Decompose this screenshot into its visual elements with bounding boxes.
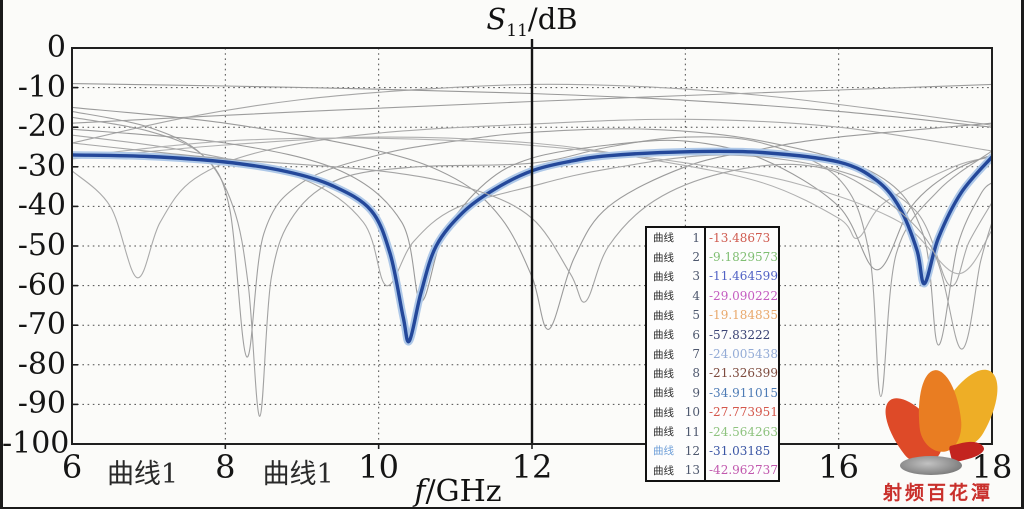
legend-row-value-8: -21.326399 [709, 366, 778, 381]
legend-curve-word: 曲线 [653, 348, 674, 361]
logo-text: 射频百花潭 [882, 483, 993, 504]
legend-row-label-12: 曲线 12 [647, 441, 704, 460]
legend-row-value-13: -42.962737 [709, 463, 778, 478]
legend-curve-number: 9 [692, 385, 700, 400]
x-tick-label-16: 16 [818, 448, 860, 486]
y-tick-label--80: -80 [17, 346, 66, 382]
legend-curve-number: 13 [684, 463, 700, 478]
legend-row-label-11: 曲线 11 [647, 422, 704, 441]
legend-row-label-8: 曲线 8 [647, 364, 704, 383]
x-axis-title-symbol: f [414, 474, 426, 509]
chart-title-subscript: 11 [506, 20, 528, 41]
curve-曲线-6 [72, 106, 992, 330]
legend-curve-number: 6 [692, 327, 700, 342]
annotation-quxian-1: 曲线1 [106, 459, 179, 490]
legend-row-value-9: -34.911015 [709, 385, 778, 400]
x-tick-label-6: 6 [61, 448, 83, 486]
legend-row-value-7: -24.005438 [709, 347, 778, 362]
legend-row-value-4: -29.090222 [709, 288, 778, 303]
y-tick-label--60: -60 [17, 267, 66, 303]
y-tick-label--40: -40 [17, 188, 66, 224]
x-tick-label-8: 8 [215, 448, 236, 486]
legend-value-column: -13.48673 -9.1829573 -11.464599 -29.090222 -… [706, 226, 780, 483]
chart-title-symbol: S [486, 2, 507, 36]
legend-row-value-11: -24.564263 [709, 424, 778, 439]
legend-row-label-10: 曲线 10 [647, 403, 704, 422]
rf-baihuatan-logo: 射频百花潭 [858, 359, 1018, 508]
curve-曲线-8 [72, 110, 992, 358]
legend-row-value-2: -9.1829573 [709, 250, 778, 265]
x-tick-label-12: 12 [511, 448, 553, 486]
curves-group [72, 83, 992, 417]
legend-curve-word: 曲线 [653, 232, 674, 245]
y-tick-label--20: -20 [17, 109, 66, 145]
legend-row-label-7: 曲线 7 [647, 344, 704, 363]
legend-curve-number: 3 [692, 269, 700, 284]
legend-row-value-10: -27.773951 [709, 405, 778, 420]
legend-row-label-6: 曲线 6 [647, 325, 704, 344]
legend-row-label-4: 曲线 4 [647, 286, 704, 305]
annotation-quxian-2: 曲线1 [262, 459, 334, 490]
photo-edge-left [0, 0, 3, 509]
legend-row-label-2: 曲线 2 [647, 247, 704, 266]
legend-row-label-1: 曲线 1 [647, 228, 704, 247]
legend-curve-word: 曲线 [653, 426, 674, 439]
legend-row-value-6: -57.83222 [709, 327, 771, 342]
legend-curve-word: 曲线 [653, 309, 674, 322]
legend-curve-number: 12 [684, 443, 700, 458]
x-tick-label-10: 10 [358, 448, 400, 486]
legend-curve-number: 2 [692, 250, 700, 265]
legend-curve-word: 曲线 [653, 387, 674, 400]
legend-curve-word: 曲线 [653, 367, 674, 380]
legend-curve-word: 曲线 [653, 329, 674, 342]
legend-curve-word: 曲线 [653, 464, 674, 477]
legend-row-value-1: -13.48673 [709, 230, 771, 245]
curve-曲线-5 [72, 118, 992, 279]
legend-curve-number: 4 [692, 288, 700, 303]
y-tick-label--70: -70 [17, 307, 66, 343]
marker-legend: 曲线 1 曲线 2 曲线 3 曲线 4 曲线 5 曲线 6 曲线 7 曲线 8 曲线 9 曲线 10 曲线 11 曲线 12 曲… [645, 226, 780, 483]
legend-row-value-12: -31.03185 [709, 443, 771, 458]
curve-曲线-4 [72, 116, 992, 417]
photo-edge-right [1021, 0, 1024, 509]
y-tick-label--50: -50 [17, 228, 66, 263]
y-tick-label--90: -90 [17, 386, 66, 422]
legend-curve-number: 5 [692, 308, 700, 323]
logo-stone-icon [900, 456, 962, 475]
chart-title: S11/dB [486, 2, 577, 41]
legend-row-value-3: -11.464599 [709, 269, 778, 284]
y-tick-label--100: -100 [2, 426, 70, 461]
legend-row-label-3: 曲线 3 [647, 267, 704, 286]
legend-row-label-5: 曲线 5 [647, 306, 704, 325]
curve-曲线-7 [72, 136, 992, 239]
legend-curve-word: 曲线 [653, 290, 674, 303]
curve-曲线-10 [72, 128, 992, 302]
legend-row-label-9: 曲线 9 [647, 383, 704, 402]
legend-curve-number: 1 [692, 230, 700, 245]
x-axis-title: f/GHz [414, 474, 501, 509]
legend-curve-number: 8 [692, 366, 700, 381]
curve-曲线-13 [72, 142, 992, 350]
legend-row-value-5: -19.184835 [709, 308, 778, 323]
photo-edge-bottom [0, 507, 1024, 509]
y-tick-label--30: -30 [17, 148, 66, 184]
x-tick-label-18: 18 [971, 448, 1013, 486]
legend-curve-word: 曲线 [653, 251, 674, 264]
legend-row-label-13: 曲线 13 [647, 461, 704, 480]
y-tick-label--10: -10 [17, 69, 66, 105]
legend-curve-word: 曲线 [653, 445, 674, 458]
legend-curve-number: 7 [692, 347, 700, 362]
legend-curve-word: 曲线 [653, 270, 674, 283]
x-axis-title-unit: /GHz [425, 474, 502, 509]
legend-curve-word: 曲线 [653, 406, 674, 419]
legend-curve-number: 10 [684, 405, 700, 420]
legend-curve-number: 11 [684, 424, 700, 439]
curve-曲线-12 [72, 149, 992, 344]
legend-label-column: 曲线 1 曲线 2 曲线 3 曲线 4 曲线 5 曲线 6 曲线 7 曲线 8 曲线 9 曲线 10 曲线 11 曲线 12 曲… [645, 226, 706, 483]
y-tick-label-0: 0 [46, 30, 66, 65]
chart-title-unit: /dB [527, 2, 578, 36]
